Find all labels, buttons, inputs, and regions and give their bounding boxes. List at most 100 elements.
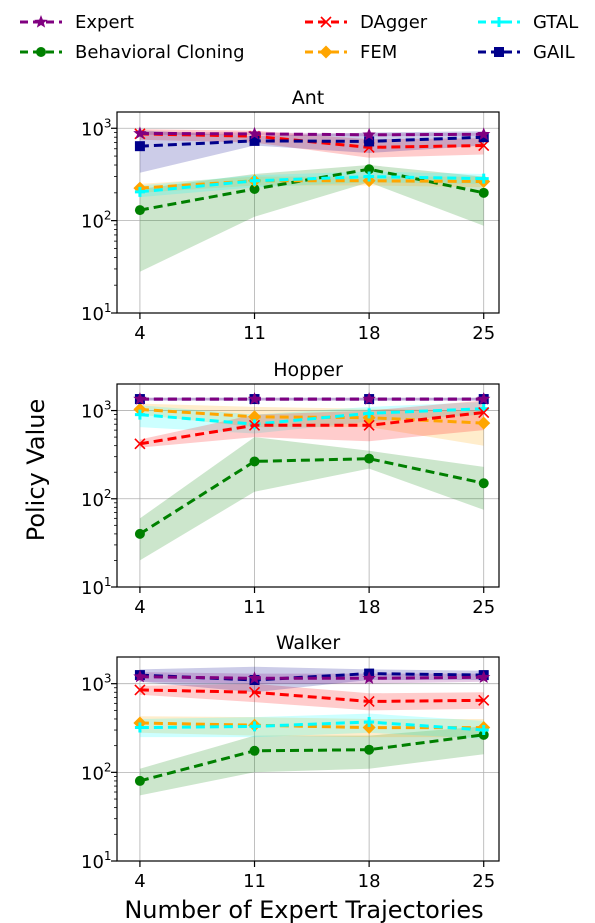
data-point-expert [477, 127, 491, 140]
x-tick-label: 25 [472, 871, 495, 892]
data-point-behavioral-cloning [478, 187, 489, 198]
x-tick-label: 11 [243, 597, 266, 618]
x-tick-label: 11 [243, 871, 266, 892]
x-tick-label: 25 [472, 597, 495, 618]
data-point-gtal [364, 408, 375, 419]
data-point-behavioral-cloning [249, 745, 260, 756]
legend-label-behavioral-cloning: Behavioral Cloning [75, 42, 245, 63]
band-behavioral-cloning [139, 726, 484, 796]
data-point-dagger [134, 438, 146, 450]
data-point-dagger [134, 684, 146, 696]
y-tick-label: 101 [81, 301, 112, 325]
y-tick-label: 102 [81, 487, 112, 511]
x-tick-label: 4 [134, 871, 145, 892]
data-point-gail [364, 136, 375, 147]
data-point-fem [477, 416, 491, 430]
band-behavioral-cloning [139, 165, 484, 272]
series-line-behavioral-cloning [139, 457, 485, 536]
data-point-expert [133, 392, 147, 405]
data-point-behavioral-cloning [134, 528, 145, 539]
data-point-behavioral-cloning [249, 184, 260, 195]
data-point-dagger [248, 686, 261, 698]
data-point-dagger [478, 406, 490, 419]
legend-label-gtal: GTAL [533, 12, 578, 33]
legend-marker-gail [494, 47, 504, 57]
data-point-expert [247, 392, 262, 405]
legend-entry-gtal: GTAL [478, 12, 578, 33]
series-line-dagger [139, 688, 484, 704]
y-axis-label: Policy Value [22, 399, 50, 542]
legend-marker-gtal [494, 17, 504, 27]
legend: Expert Behavioral Cloning DAgger FEM GTAL GAI… [20, 12, 578, 63]
y-tick-label: 102 [81, 209, 112, 233]
legend-marker-dagger [320, 16, 332, 28]
series-line-fem [139, 179, 484, 190]
chart-panels: Ant 101 102 103 4 11 18 25 Hopper 101 102 103 4 11 18 2… [81, 87, 500, 892]
y-tick-label: 102 [81, 760, 112, 784]
legend-label-dagger: DAgger [360, 12, 428, 33]
panel-hopper: Hopper 101 102 103 4 11 18 25 [81, 359, 500, 618]
series-line-gail [139, 135, 484, 148]
legend-marker-behavioral-cloning [36, 47, 46, 57]
data-point-behavioral-cloning [364, 164, 375, 175]
series-line-gtal [139, 407, 484, 426]
data-point-dagger [363, 419, 375, 431]
series-line-expert [139, 131, 484, 137]
data-point-expert [247, 671, 262, 684]
data-point-gtal [134, 409, 145, 420]
panel-ant: Ant 101 102 103 4 11 18 25 [81, 87, 500, 344]
x-tick-label: 4 [134, 597, 145, 618]
data-point-behavioral-cloning [364, 453, 375, 464]
data-point-fem [248, 410, 262, 424]
y-tick-label: 103 [81, 399, 112, 423]
data-point-gtal [249, 721, 260, 732]
data-point-fem [133, 402, 147, 416]
panel-title-hopper: Hopper [273, 359, 343, 381]
legend-marker-fem [319, 45, 333, 59]
data-point-expert [362, 392, 376, 405]
data-point-expert [133, 669, 147, 683]
x-tick-label: 4 [134, 323, 145, 344]
data-point-dagger [478, 694, 490, 706]
legend-entry-fem: FEM [305, 42, 397, 63]
panel-title-ant: Ant [292, 87, 325, 109]
series-line-gtal [139, 175, 484, 194]
data-point-behavioral-cloning [134, 775, 145, 786]
legend-entry-expert: Expert [20, 12, 134, 33]
data-point-gtal [364, 716, 375, 727]
x-tick-label: 18 [358, 871, 381, 892]
data-point-expert [362, 671, 376, 684]
data-point-expert [247, 126, 262, 140]
x-tick-label: 18 [358, 323, 381, 344]
series-line-behavioral-cloning [139, 733, 484, 783]
data-point-fem [362, 721, 376, 735]
data-point-behavioral-cloning [364, 744, 375, 755]
series-line-expert [139, 675, 484, 680]
plot-frame [116, 383, 500, 588]
y-tick-label: 103 [81, 116, 112, 140]
x-axis-label: Number of Expert Trajectories [124, 896, 483, 923]
legend-label-gail: GAIL [533, 42, 575, 63]
data-point-gtal [134, 722, 145, 733]
data-point-gtal [249, 175, 260, 186]
legend-label-fem: FEM [360, 42, 397, 63]
legend-entry-gail: GAIL [478, 42, 575, 63]
y-tick-label: 103 [81, 672, 112, 696]
panel-walker: Walker 101 102 103 4 11 18 25 [81, 632, 500, 892]
data-point-expert [362, 127, 376, 141]
data-point-gail [249, 135, 260, 146]
data-point-behavioral-cloning [249, 456, 260, 467]
plot-frame [116, 111, 500, 314]
data-point-dagger [248, 419, 261, 431]
data-point-gtal [478, 173, 489, 184]
data-point-behavioral-cloning [134, 205, 145, 216]
series-line-gtal [139, 720, 484, 732]
data-point-gtal [364, 171, 375, 182]
data-point-expert [133, 126, 147, 140]
legend-label-expert: Expert [75, 12, 134, 33]
band-behavioral-cloning [139, 437, 484, 561]
data-point-gtal [134, 186, 145, 197]
data-point-expert [477, 392, 491, 405]
y-tick-label: 101 [81, 849, 112, 873]
